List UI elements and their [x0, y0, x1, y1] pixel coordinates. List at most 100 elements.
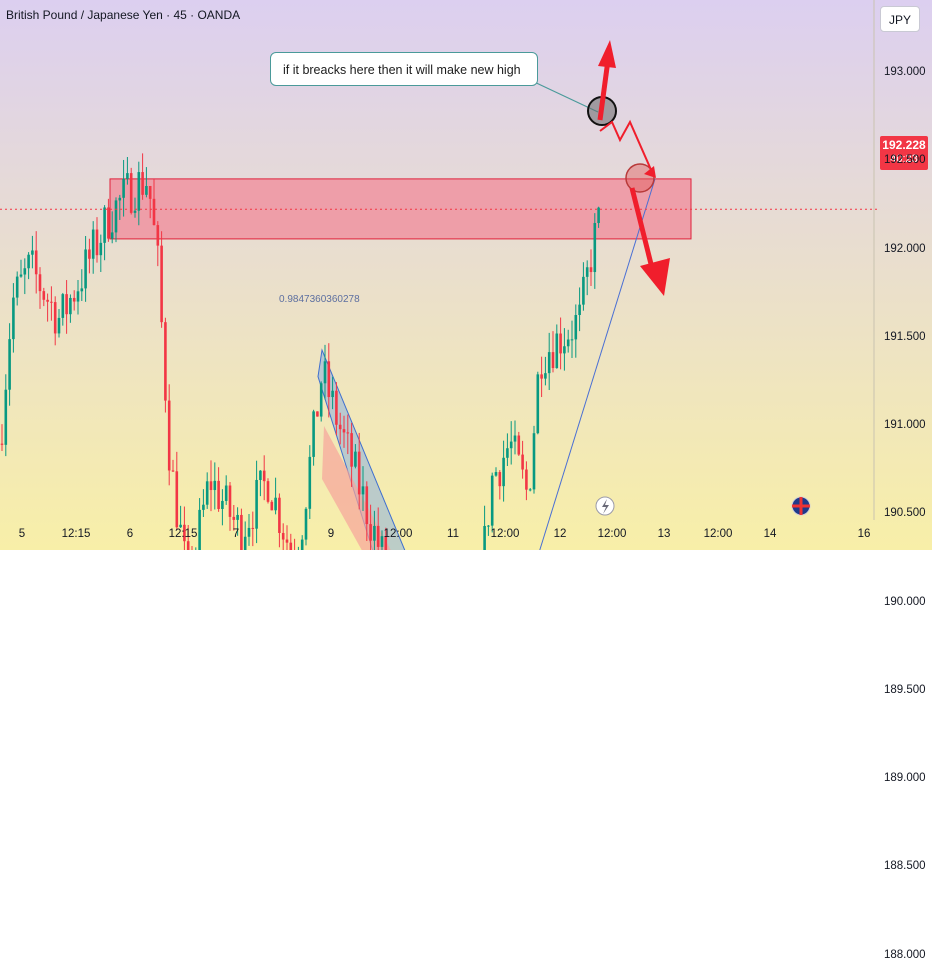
down-arrow-head[interactable]	[640, 258, 670, 296]
candle[interactable]	[213, 462, 217, 510]
candle[interactable]	[198, 498, 201, 550]
candle[interactable]	[240, 508, 243, 550]
candle[interactable]	[354, 444, 357, 469]
candle[interactable]	[122, 159, 125, 217]
candle[interactable]	[490, 472, 494, 533]
candle[interactable]	[209, 460, 213, 512]
candle[interactable]	[274, 477, 277, 515]
candle[interactable]	[145, 167, 148, 198]
candle[interactable]	[88, 238, 91, 274]
price-chart[interactable]	[0, 0, 932, 550]
candle[interactable]	[114, 197, 118, 243]
candle[interactable]	[593, 213, 597, 289]
candle[interactable]	[502, 440, 505, 502]
candle[interactable]	[126, 156, 129, 185]
candle[interactable]	[205, 472, 209, 509]
candle[interactable]	[156, 221, 160, 267]
candle[interactable]	[19, 259, 23, 278]
candle[interactable]	[300, 535, 304, 550]
candle[interactable]	[23, 258, 27, 295]
candle[interactable]	[555, 324, 559, 369]
candle[interactable]	[76, 280, 80, 315]
candle[interactable]	[152, 179, 156, 226]
candle[interactable]	[179, 505, 182, 529]
candle[interactable]	[8, 323, 11, 406]
candle[interactable]	[285, 525, 289, 550]
candle[interactable]	[312, 409, 315, 466]
candle[interactable]	[483, 505, 486, 550]
candle[interactable]	[566, 329, 570, 353]
candle[interactable]	[563, 328, 566, 371]
candle[interactable]	[15, 271, 19, 306]
candle[interactable]	[597, 206, 600, 228]
candle[interactable]	[357, 432, 361, 510]
candle[interactable]	[316, 411, 319, 417]
candle[interactable]	[160, 231, 163, 328]
candle[interactable]	[532, 425, 536, 494]
target-circle[interactable]	[625, 163, 655, 193]
candle[interactable]	[53, 296, 57, 346]
candle[interactable]	[517, 431, 521, 456]
ascending-trendline[interactable]	[455, 178, 656, 550]
candle[interactable]	[289, 533, 293, 550]
candle[interactable]	[346, 414, 350, 455]
candle[interactable]	[350, 422, 353, 487]
candle[interactable]	[61, 292, 65, 326]
candle[interactable]	[570, 320, 574, 358]
candle[interactable]	[110, 211, 114, 244]
callout-note[interactable]: if it breacks here then it will make new…	[270, 52, 538, 86]
candle[interactable]	[221, 489, 224, 526]
candle[interactable]	[129, 167, 133, 215]
candle[interactable]	[12, 283, 15, 353]
candle[interactable]	[293, 538, 296, 550]
candle[interactable]	[331, 376, 334, 410]
candle[interactable]	[365, 481, 369, 541]
candle[interactable]	[551, 331, 555, 373]
candle[interactable]	[585, 260, 589, 296]
candle[interactable]	[251, 511, 255, 547]
candle[interactable]	[506, 433, 509, 467]
candle[interactable]	[494, 467, 498, 477]
candle[interactable]	[380, 530, 384, 550]
candle[interactable]	[171, 459, 175, 473]
descending-channel[interactable]	[317, 348, 460, 550]
candle[interactable]	[167, 384, 171, 486]
candle[interactable]	[34, 231, 38, 294]
candle[interactable]	[91, 221, 95, 274]
candle[interactable]	[217, 467, 220, 512]
up-arrow-head[interactable]	[598, 40, 616, 68]
candle[interactable]	[38, 267, 42, 309]
candle[interactable]	[373, 510, 376, 550]
candle[interactable]	[582, 262, 585, 311]
candle[interactable]	[247, 513, 251, 546]
candle[interactable]	[525, 461, 528, 501]
candle[interactable]	[509, 421, 513, 465]
candle[interactable]	[224, 475, 228, 505]
candle[interactable]	[544, 356, 547, 386]
candle[interactable]	[521, 440, 524, 479]
projection-zigzag[interactable]	[599, 119, 653, 173]
currency-button[interactable]: JPY	[880, 6, 920, 32]
candle[interactable]	[589, 249, 593, 286]
candle[interactable]	[141, 153, 144, 200]
candle[interactable]	[0, 424, 4, 451]
candle[interactable]	[148, 185, 152, 219]
candle[interactable]	[69, 294, 72, 323]
candle[interactable]	[335, 382, 338, 436]
candle[interactable]	[281, 523, 285, 550]
candle[interactable]	[4, 374, 8, 457]
candle[interactable]	[137, 161, 141, 226]
candle[interactable]	[243, 521, 247, 550]
candle[interactable]	[236, 507, 239, 536]
candle[interactable]	[202, 489, 205, 517]
candle[interactable]	[80, 269, 84, 302]
candle[interactable]	[319, 381, 323, 422]
candle[interactable]	[175, 451, 179, 531]
candle[interactable]	[84, 235, 87, 302]
candle[interactable]	[31, 235, 34, 269]
candle[interactable]	[540, 356, 543, 398]
candle[interactable]	[99, 234, 103, 273]
candle[interactable]	[342, 415, 346, 448]
candle[interactable]	[42, 287, 46, 307]
candle[interactable]	[164, 317, 167, 413]
